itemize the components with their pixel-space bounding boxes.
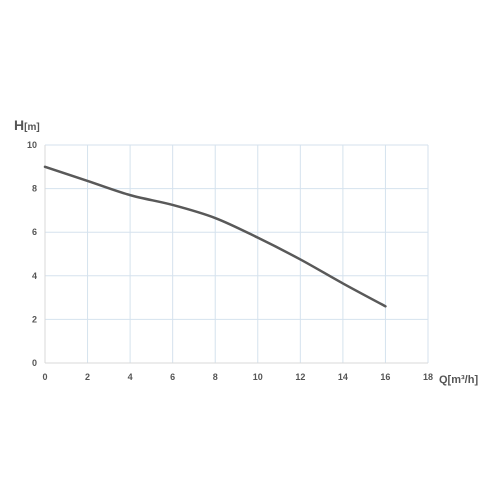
tick-labels: 0 2 4 6 8 10 12 14 16 18 0 2 4 6 8 10 [27,140,433,382]
x-tick-label: 0 [42,372,47,382]
axes [44,145,428,364]
grid-lines [45,144,429,363]
y-axis-unit: [m] [24,122,40,133]
y-tick-label: 0 [32,358,37,368]
y-tick-label: 4 [32,271,37,281]
y-tick-label: 2 [32,314,37,324]
x-tick-label: 6 [170,372,175,382]
y-tick-label: 8 [32,184,37,194]
x-tick-label: 2 [85,372,90,382]
x-tick-label: 16 [380,372,390,382]
y-axis-title: H[m] [14,117,40,133]
x-axis-title: Q[m³/h] [439,374,478,386]
y-tick-label: 10 [27,140,37,150]
pump-curve-line [43,165,387,308]
x-tick-label: 4 [128,372,133,382]
x-tick-label: 14 [338,372,348,382]
y-axis-symbol: H [14,117,24,133]
x-tick-label: 18 [423,372,433,382]
y-tick-label: 6 [32,227,37,237]
x-tick-label: 8 [213,372,218,382]
x-tick-label: 12 [295,372,305,382]
x-tick-label: 10 [253,372,263,382]
series-lines [43,165,387,308]
